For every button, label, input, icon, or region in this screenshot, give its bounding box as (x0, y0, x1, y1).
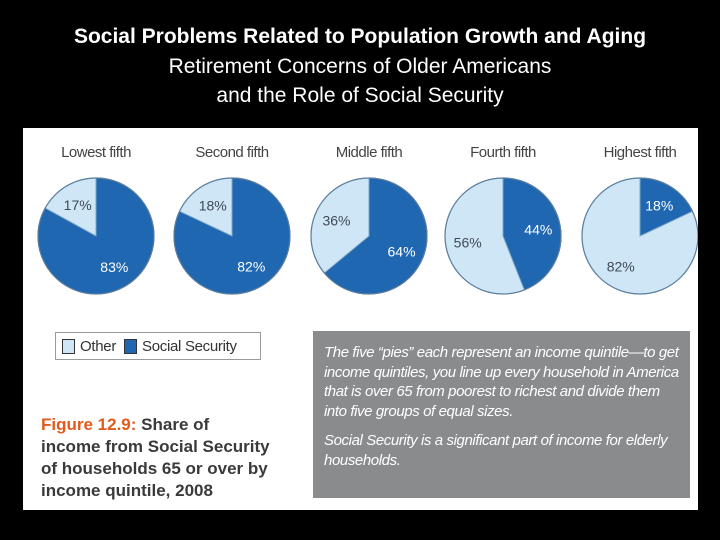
figure-caption: Figure 12.9: Share of income from Social… (41, 414, 301, 502)
legend-label-social-security: Social Security (142, 337, 237, 355)
pie-1: Lowest fifth 83% 17% (37, 144, 155, 295)
pie-label-other: 82% (607, 258, 635, 274)
pie-outline (444, 177, 562, 295)
pie-2: Second fifth 82% 18% (173, 144, 291, 295)
legend-item-social-security: Social Security (124, 338, 237, 355)
pie-title: Second fifth (195, 144, 268, 161)
legend-swatch-social-security (124, 338, 138, 354)
caption-text-1: Share of (141, 415, 210, 434)
pie-outline (310, 177, 428, 295)
pie-label-social-security: 83% (100, 259, 128, 275)
pie-4: Fourth fifth 44% 56% (444, 144, 562, 295)
pie-title: Lowest fifth (61, 144, 131, 161)
slide-title: Social Problems Related to Population Gr… (0, 22, 720, 110)
pie-outline (37, 177, 155, 295)
title-line-1: Social Problems Related to Population Gr… (73, 25, 647, 48)
legend-item-other: Other (62, 338, 116, 355)
caption-text-4: income quintile, 2008 (41, 481, 213, 500)
pie-title: Middle fifth (336, 144, 403, 161)
pie-label-other: 36% (322, 213, 350, 229)
note-paragraph-2: Social Security is a significant part of… (324, 432, 668, 469)
pie-label-social-security: 18% (645, 198, 673, 214)
pie-3: Middle fifth 64% 36% (310, 144, 428, 295)
pie-label-social-security: 82% (237, 258, 265, 274)
pie-label-other: 56% (454, 235, 482, 251)
pie-outline (581, 177, 698, 295)
figure-label: Figure 12.9: (41, 415, 137, 434)
figure-panel: Lowest fifth 83% 17% Second fifth 82% 18% Midd… (23, 128, 698, 510)
pie-outline (173, 177, 291, 295)
pie-label-other: 17% (64, 197, 92, 213)
pie-title: Fourth fifth (470, 144, 536, 161)
note-paragraph-1: The five “pies” each represent an income… (324, 344, 679, 420)
pie-5: Highest fifth 18% 82% (581, 144, 698, 295)
pie-label-social-security: 44% (524, 221, 552, 237)
caption-text-3: of households 65 or over by (41, 459, 268, 478)
caption-text-2: income from Social Security (41, 437, 270, 456)
legend-label-other: Other (80, 337, 117, 355)
pie-charts: Lowest fifth 83% 17% Second fifth 82% 18% Midd… (37, 144, 698, 295)
pie-label-other: 18% (199, 198, 227, 214)
title-line-2: Retirement Concerns of Older Americans (168, 55, 552, 78)
legend-swatch-other (62, 338, 75, 354)
explanation-note: The five “pies” each represent an income… (313, 331, 690, 498)
pie-label-social-security: 64% (388, 243, 416, 259)
title-line-3: and the Role of Social Security (216, 84, 504, 107)
pie-title: Highest fifth (604, 144, 677, 161)
legend: Other Social Security (55, 332, 261, 360)
